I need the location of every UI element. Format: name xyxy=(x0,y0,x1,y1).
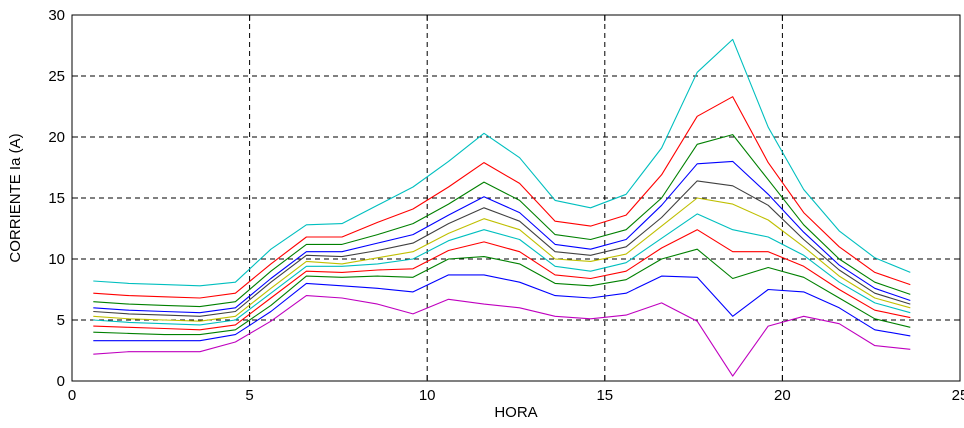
y-tick-label: 0 xyxy=(57,373,65,390)
series-line-7 xyxy=(93,213,911,326)
y-tick-label: 10 xyxy=(48,251,65,268)
series-line-3 xyxy=(93,134,911,308)
series-line-2 xyxy=(93,96,911,299)
x-tick-label: 25 xyxy=(952,387,964,404)
y-tick-label: 30 xyxy=(48,7,65,24)
series-line-9 xyxy=(93,248,911,336)
series-lines xyxy=(93,38,911,377)
x-tick-label: 0 xyxy=(68,387,76,404)
axis-ticks xyxy=(71,14,961,382)
series-line-10 xyxy=(93,274,911,342)
series-line-6 xyxy=(93,197,911,322)
y-tick-label: 20 xyxy=(48,129,65,146)
x-axis-label: HORA xyxy=(494,404,537,421)
series-line-8 xyxy=(93,229,911,331)
x-tick-label: 20 xyxy=(774,387,791,404)
series-line-5 xyxy=(93,180,911,317)
series-line-11 xyxy=(93,295,911,377)
y-tick-label: 15 xyxy=(48,190,65,207)
y-tick-label: 5 xyxy=(57,312,65,329)
y-axis-label: CORRIENTE Ia (A) xyxy=(7,133,24,262)
x-tick-label: 15 xyxy=(596,387,613,404)
x-tick-label: 10 xyxy=(419,387,436,404)
series-line-1 xyxy=(93,38,911,287)
tick-labels: 0 5 10 15 20 25 0 5 10 15 20 25 30 xyxy=(48,7,964,404)
x-tick-label: 5 xyxy=(245,387,253,404)
series-line-4 xyxy=(93,160,911,314)
y-tick-label: 25 xyxy=(48,68,65,85)
